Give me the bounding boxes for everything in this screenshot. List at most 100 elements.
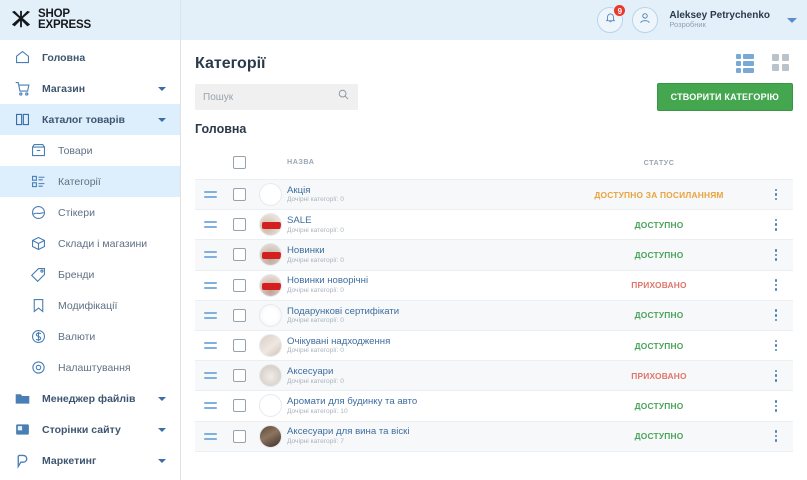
category-thumbnail [258,424,282,448]
sidebar-item-brendy[interactable]: Бренди [0,259,180,290]
drag-handle[interactable] [195,432,225,440]
category-name-link[interactable]: Новинки новорічні [287,275,369,287]
search-box[interactable] [195,84,358,110]
category-thumbnail [258,273,282,297]
sidebar-item-sklady[interactable]: Склади і магазини [0,228,180,259]
drag-handle[interactable] [195,221,225,229]
drag-handle[interactable] [195,191,225,199]
avatar[interactable] [632,7,659,33]
sidebar-item-kategorii[interactable]: Категорії [0,166,180,197]
megaphone-icon [14,452,31,469]
row-actions-button[interactable] [759,279,793,292]
row-checkbox[interactable] [232,188,246,202]
search-icon[interactable] [337,88,350,106]
chevron-down-icon[interactable] [158,86,166,91]
row-checkbox[interactable] [232,429,246,443]
drag-handle[interactable] [195,251,225,259]
row-name-cell: Новинки новорічні Дочірні категорії: 0 [287,275,559,294]
drag-handle[interactable] [195,311,225,319]
row-checkbox[interactable] [232,339,246,353]
category-name-link[interactable]: Аксесуари [287,366,334,378]
sidebar-item-stikery[interactable]: Стікери [0,197,180,228]
child-category-count: Дочірні категорії: 0 [287,347,344,355]
brand-text: SHOP EXPRESS [38,7,91,32]
brand-line-1: SHOP [38,7,70,20]
row-actions-button[interactable] [759,430,793,442]
brand-logo[interactable]: SHOP EXPRESS [0,0,180,40]
category-name-link[interactable]: Аксесуари для вина та віскі [287,426,410,438]
drag-handle[interactable] [195,402,225,410]
chevron-down-icon[interactable] [158,458,166,463]
category-name-link[interactable]: Подарункові сертифікати [287,305,400,317]
sidebar-item-magazin[interactable]: Магазин [0,73,180,104]
sidebar-item-storinky-saytu[interactable]: Сторінки сайту [0,414,180,445]
row-actions-button[interactable] [759,188,793,201]
row-name-cell: Аксесуари для вина та віскі Дочірні катег… [287,426,559,445]
row-checkbox[interactable] [232,218,246,232]
chevron-down-icon[interactable] [158,427,166,432]
category-name-link[interactable]: Новинки [287,245,325,257]
grid-view-icon[interactable] [772,54,789,73]
sidebar-item-marketyng[interactable]: Маркетинг [0,445,180,476]
table-row[interactable]: Аксесуари Дочірні категорії: 0 ПРИХОВАНО [195,361,793,392]
table-row[interactable]: Новинки новорічні Дочірні категорії: 0 ПРИ… [195,271,793,301]
view-toggle-group [736,54,793,73]
row-thumbnail-cell [253,213,287,237]
category-thumbnail [258,213,282,237]
table-row[interactable]: Очікувані надходження Дочірні категорії: … [195,331,793,362]
row-name-cell: Подарункові сертифікати Дочірні категорії… [287,306,559,325]
row-actions-button[interactable] [759,369,793,382]
kebab-menu-icon [774,339,778,352]
row-actions-button[interactable] [759,218,793,231]
row-actions-button[interactable] [759,249,793,261]
sidebar-label: Товари [58,144,93,157]
status-badge: ДОСТУПНО [634,431,684,442]
sticker-icon [30,204,47,221]
category-name-link[interactable]: Аромати для будинку та авто [287,396,418,408]
row-actions-button[interactable] [759,309,793,322]
folder-icon [14,390,31,407]
sidebar-item-golovna[interactable]: Головна [0,42,180,73]
table-row[interactable]: Аромати для будинку та авто Дочірні катег… [195,391,793,422]
category-thumbnail [258,183,282,207]
drag-handle[interactable] [195,281,225,289]
sidebar-item-tovary[interactable]: Товари [0,135,180,166]
chevron-down-icon[interactable] [158,117,166,122]
row-checkbox[interactable] [232,399,246,413]
sidebar-item-modyfikatsii[interactable]: Модифікації [0,290,180,321]
table-row[interactable]: Аксесуари для вина та віскі Дочірні катег… [195,421,793,452]
drag-handle[interactable] [195,342,225,350]
package-icon [30,235,47,252]
user-menu[interactable]: Aleksey Petrychenko Розробник [669,10,770,30]
chevron-down-icon[interactable] [787,17,797,23]
row-checkbox[interactable] [232,278,246,292]
sidebar-item-katalog-tovariv[interactable]: Каталог товарів [0,104,180,135]
sidebar-item-menedzher-failiv[interactable]: Менеджер файлів [0,383,180,414]
table-row[interactable]: Акція Дочірні категорії: 0 ДОСТУПНО ЗА ПОС… [195,180,793,211]
row-checkbox[interactable] [232,248,246,262]
list-view-icon[interactable] [736,54,754,73]
sidebar-label: Магазин [42,82,86,95]
sidebar-item-valyuty[interactable]: Валюти [0,321,180,352]
row-actions-button[interactable] [759,339,793,352]
row-checkbox[interactable] [232,308,246,322]
notifications-button[interactable]: 9 [597,4,627,33]
child-category-count: Дочірні категорії: 10 [287,407,348,415]
table-row[interactable]: SALE Дочірні категорії: 0 ДОСТУПНО [195,210,793,241]
category-name-link[interactable]: SALE [287,215,312,227]
sidebar-item-nalashtuvannya[interactable]: Налаштування [0,352,180,383]
category-name-link[interactable]: Акція [287,184,311,196]
row-checkbox[interactable] [232,369,246,383]
sidebar-label: Склади і магазини [58,237,148,250]
select-all-checkbox[interactable] [232,155,246,169]
create-category-button[interactable]: СТВОРИТИ КАТЕГОРІЮ [656,83,793,111]
drag-handle[interactable] [195,372,225,380]
category-name-link[interactable]: Очікувані надходження [287,335,391,347]
table-row[interactable]: Новинки Дочірні категорії: 0 ДОСТУПНО [195,240,793,271]
table-row[interactable]: Подарункові сертифікати Дочірні категорії… [195,300,793,331]
chevron-down-icon[interactable] [158,396,166,401]
row-actions-button[interactable] [759,400,793,412]
sidebar-label: Валюти [58,330,96,343]
search-input[interactable] [203,91,337,103]
row-name-cell: Акція Дочірні категорії: 0 [287,185,559,204]
